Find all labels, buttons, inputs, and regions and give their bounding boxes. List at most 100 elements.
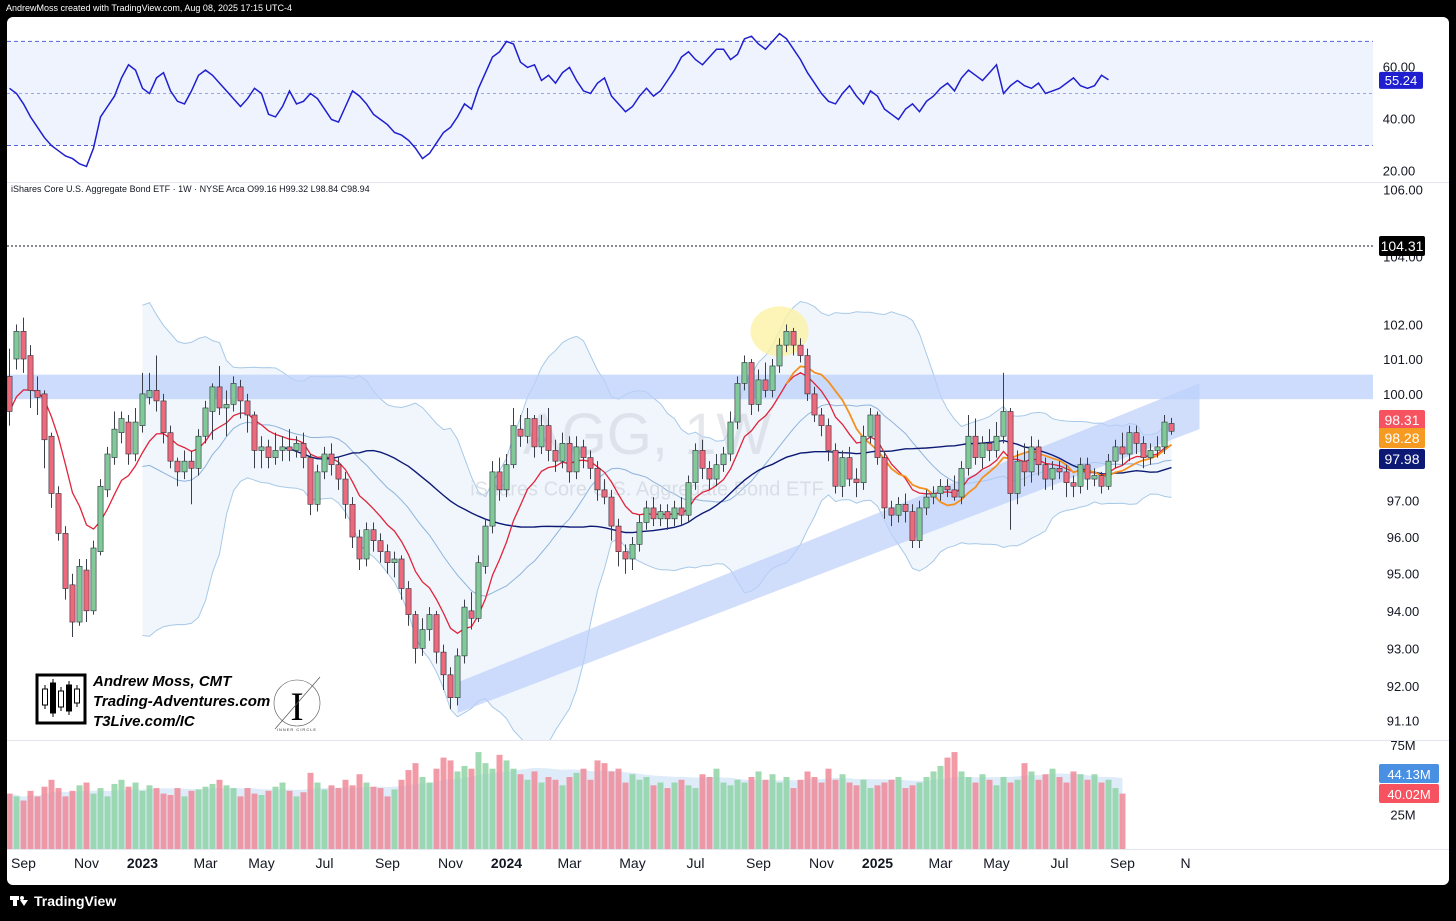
candle-body [405, 588, 412, 615]
candle [629, 537, 636, 571]
volume-bar [496, 754, 503, 849]
candle-body [286, 446, 293, 451]
candle-body [1140, 443, 1147, 458]
trend-channel [457, 383, 1200, 714]
candle [727, 411, 734, 462]
volume-bar [566, 777, 573, 849]
volume-bar [195, 789, 202, 849]
candle-body [90, 547, 97, 612]
volume-bar [608, 771, 615, 849]
volume-bar [559, 785, 566, 849]
volume-bar [930, 771, 937, 849]
price-label-text: 104.31 [1381, 238, 1424, 254]
candle-body [601, 489, 608, 498]
candle [202, 400, 209, 444]
candle-body [741, 362, 748, 384]
volume-bar [454, 771, 461, 849]
candle [699, 439, 706, 480]
candle-body [377, 540, 384, 552]
candle [307, 454, 314, 516]
candle-body [321, 453, 328, 473]
volume-bar [300, 792, 307, 849]
candle [363, 522, 370, 567]
candle-body [104, 453, 111, 491]
volume-bar [118, 779, 125, 849]
candle-body [356, 536, 363, 560]
time-axis-label: Jul [316, 855, 334, 871]
candle [13, 324, 20, 370]
volume-bar [356, 774, 363, 849]
candle-body [426, 614, 433, 630]
time-axis-label: May [248, 855, 274, 871]
candle [1105, 454, 1112, 490]
candle [216, 365, 223, 415]
volume-bar [748, 777, 755, 849]
volume-bar [916, 782, 923, 849]
candle-body [258, 446, 265, 451]
candle [188, 450, 195, 505]
candle-body [7, 376, 13, 412]
candle [1112, 439, 1119, 469]
time-axis-label: Nov [809, 855, 834, 871]
price-label-text: 98.31 [1384, 412, 1419, 428]
price-tick-label: 101.00 [1383, 352, 1423, 367]
candle [1098, 471, 1105, 494]
volume-bar [1084, 779, 1091, 849]
volume-bar [776, 782, 783, 849]
candle [279, 436, 286, 462]
volume-bar [202, 786, 209, 849]
candle-body [412, 614, 419, 649]
candle-body [153, 390, 160, 402]
candle-body [916, 507, 923, 541]
volume-bar [90, 793, 97, 849]
candle [475, 555, 482, 623]
candle-body [923, 496, 930, 509]
candle [594, 461, 601, 501]
volume-bar [440, 757, 447, 849]
time-axis-label: Sep [1110, 855, 1135, 871]
candle [517, 414, 524, 447]
candle-body [111, 428, 118, 458]
candle-body [769, 365, 776, 391]
volume-bar [643, 777, 650, 849]
candle-body [615, 525, 622, 552]
tradingview-footer[interactable]: TradingView [10, 890, 116, 912]
bollinger-lower [142, 477, 1172, 740]
volume-bar [41, 786, 48, 849]
candle-body [342, 478, 349, 505]
candle-body [832, 450, 839, 487]
volume-pane: 25M 75M 44.13M 40.02M [7, 738, 1439, 849]
price-tick-label: 102.00 [1383, 317, 1423, 332]
candle-body [475, 562, 482, 619]
candle-body [1007, 411, 1014, 494]
volume-bar [1000, 777, 1007, 849]
candle [139, 372, 146, 433]
volume-bar [517, 774, 524, 849]
candle [804, 348, 811, 401]
volume-bar [230, 788, 237, 849]
volume-bar [174, 788, 181, 849]
candle-body [1049, 468, 1056, 480]
candle [1168, 417, 1175, 435]
candle-body [552, 450, 559, 462]
candle [678, 497, 685, 527]
candle-body [503, 464, 510, 491]
volume-bar [755, 771, 762, 849]
candle-body [1070, 482, 1077, 487]
candle [825, 418, 832, 462]
candle-body [867, 414, 874, 437]
candle [783, 324, 790, 353]
price-tick-label: 100.00 [1383, 387, 1423, 402]
volume-bar [419, 777, 426, 849]
candle-body [804, 355, 811, 395]
candle-body [251, 414, 258, 451]
candle [433, 610, 440, 664]
candle [125, 414, 132, 465]
volume-label-badge [1379, 764, 1439, 783]
candle-body [167, 432, 174, 462]
candle-body [1042, 464, 1049, 480]
volume-bar [545, 777, 552, 849]
volume-bar [706, 777, 713, 849]
header-attribution: AndrewMoss created with TradingView.com,… [6, 3, 292, 13]
